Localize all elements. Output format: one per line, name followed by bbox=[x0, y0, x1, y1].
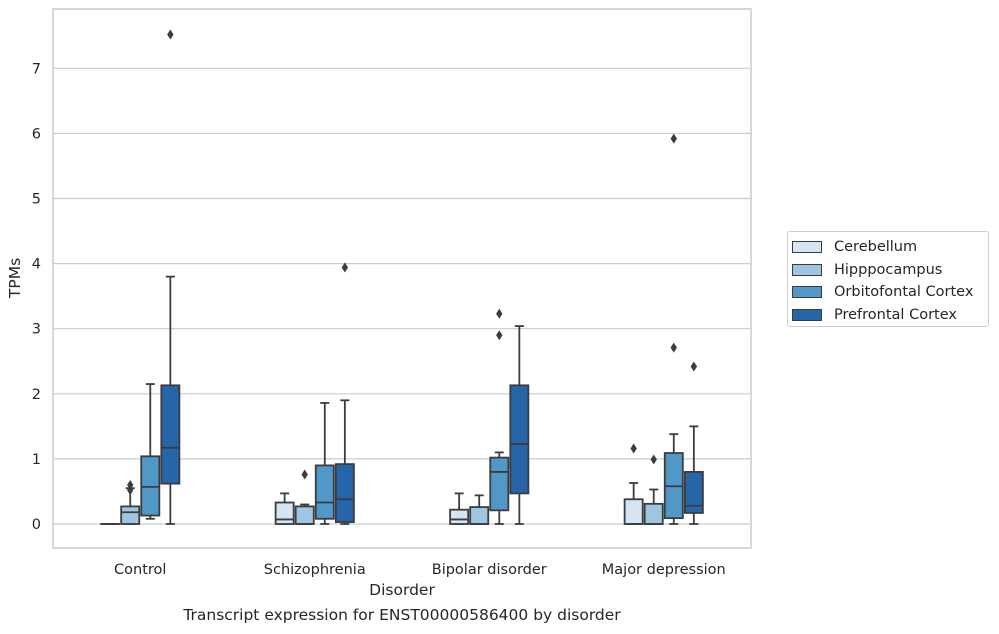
outlier-point bbox=[496, 308, 503, 319]
outlier-point bbox=[127, 479, 134, 490]
outlier-point bbox=[496, 330, 503, 341]
box-prefrontal-cortex bbox=[683, 361, 704, 525]
x-tick-label: Control bbox=[114, 562, 166, 578]
legend-swatch bbox=[792, 263, 822, 276]
box-cerebellum bbox=[623, 443, 644, 525]
box bbox=[314, 464, 335, 520]
x-tick-label: Bipolar disorder bbox=[432, 562, 547, 578]
outlier-point bbox=[670, 342, 677, 353]
box-orbitofontal-cortex bbox=[489, 308, 510, 525]
x-tick-label: Major depression bbox=[602, 562, 726, 578]
y-tick-label: 1 bbox=[32, 452, 41, 468]
chart-caption: Transcript expression for ENST0000058640… bbox=[183, 606, 621, 624]
box-cerebellum bbox=[449, 492, 470, 525]
box bbox=[643, 502, 664, 525]
axes: 0 1 2 3 4 5 6 7 Control Schizophrenia Bipolar diso… bbox=[32, 8, 752, 578]
box-hipppocampus bbox=[469, 494, 490, 525]
box bbox=[623, 498, 644, 525]
box-hipppocampus bbox=[120, 479, 141, 525]
box bbox=[294, 505, 315, 525]
legend-item: Hipppocampus bbox=[792, 259, 988, 282]
box-cerebellum bbox=[274, 492, 295, 525]
legend-item: Prefrontal Cortex bbox=[792, 304, 988, 327]
legend-label: Prefrontal Cortex bbox=[834, 306, 957, 323]
box bbox=[140, 455, 161, 517]
outlier-point bbox=[690, 361, 698, 372]
outlier-point bbox=[167, 29, 174, 40]
outlier-point bbox=[630, 443, 637, 454]
box bbox=[274, 501, 295, 525]
box bbox=[469, 506, 490, 525]
outlier-point bbox=[301, 469, 308, 480]
legend-item: Orbitofontal Cortex bbox=[792, 281, 988, 304]
box-prefrontal-cortex bbox=[334, 262, 355, 525]
box-orbitofontal-cortex bbox=[314, 402, 335, 525]
legend-label: Cerebellum bbox=[834, 239, 918, 256]
y-tick-label: 3 bbox=[32, 322, 41, 338]
box-hipppocampus bbox=[294, 469, 315, 525]
y-tick-label: 0 bbox=[32, 517, 41, 533]
y-tick-label: 2 bbox=[32, 387, 41, 403]
legend: Cerebellum Hipppocampus Orbitofontal Corte… bbox=[787, 231, 989, 327]
legend-swatch bbox=[792, 241, 822, 254]
plot-frame bbox=[52, 8, 752, 549]
box-orbitofontal-cortex bbox=[663, 133, 684, 525]
x-tick-label: Schizophrenia bbox=[264, 562, 366, 578]
box-prefrontal-cortex bbox=[509, 325, 530, 525]
y-tick-label: 5 bbox=[32, 192, 41, 208]
y-tick-label: 7 bbox=[32, 61, 41, 77]
y-tick-label: 4 bbox=[32, 257, 41, 273]
legend-item: Cerebellum bbox=[792, 236, 988, 259]
box-hipppocampus bbox=[643, 454, 664, 525]
legend-swatch bbox=[792, 286, 822, 299]
legend-swatch bbox=[792, 308, 822, 321]
box bbox=[449, 508, 470, 525]
outlier-point bbox=[127, 485, 134, 496]
y-axis-label: TPMs bbox=[6, 258, 24, 299]
box bbox=[683, 471, 704, 514]
legend-label: Orbitofontal Cortex bbox=[834, 284, 974, 301]
outlier-point bbox=[670, 133, 677, 144]
outlier-point bbox=[650, 454, 657, 465]
box-groups bbox=[100, 29, 704, 525]
y-tick-label: 6 bbox=[32, 126, 41, 142]
box-orbitofontal-cortex bbox=[140, 383, 161, 520]
legend-label: Hipppocampus bbox=[834, 261, 943, 278]
box bbox=[120, 505, 141, 525]
box-prefrontal-cortex bbox=[160, 29, 181, 525]
box bbox=[160, 384, 181, 485]
box bbox=[489, 456, 510, 512]
outlier-point bbox=[341, 262, 349, 273]
box bbox=[509, 384, 530, 495]
box bbox=[334, 463, 355, 523]
x-axis-label: Disorder bbox=[369, 581, 435, 599]
